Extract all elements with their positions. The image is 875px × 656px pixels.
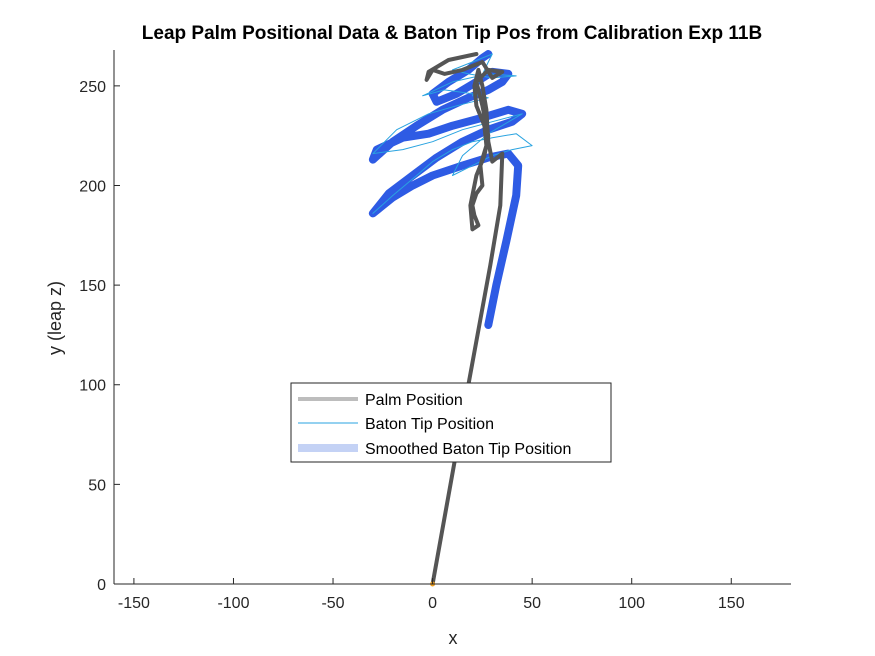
- chart-title: Leap Palm Positional Data & Baton Tip Po…: [142, 23, 762, 44]
- y-tick-label: 100: [79, 378, 106, 395]
- series-line-1: [424, 52, 505, 586]
- y-tick-label: 150: [79, 278, 106, 295]
- y-tick-label: 50: [88, 477, 106, 494]
- x-tick-label: -50: [321, 595, 344, 612]
- legend-label: Smoothed Baton Tip Position: [365, 441, 571, 458]
- x-tick-label: 0: [428, 595, 437, 612]
- legend-items: Palm Position Baton Tip Position Smoothed …: [298, 392, 571, 458]
- y-tick-label: 0: [97, 577, 106, 594]
- plot-area: -150 -100 -50 0 50 100 150 0 50 100 150 200 250: [79, 50, 791, 612]
- legend-item: Baton Tip Position: [298, 416, 494, 433]
- x-tick-label: 100: [618, 595, 645, 612]
- series-layer: [368, 50, 533, 587]
- x-tick-label: -150: [118, 595, 150, 612]
- x-tick-label: -100: [217, 595, 249, 612]
- y-tick-label: 200: [79, 178, 106, 195]
- x-axis-label: x: [449, 628, 458, 648]
- legend: Palm Position Baton Tip Position Smoothed …: [290, 382, 612, 463]
- x-tick-label: 150: [718, 595, 745, 612]
- axes-layer: -150 -100 -50 0 50 100 150 0 50 100 150 200 250: [79, 50, 791, 612]
- y-axis-label: y (leap z): [45, 281, 65, 355]
- legend-label: Baton Tip Position: [365, 416, 494, 433]
- y-tick-label: 250: [79, 79, 106, 96]
- legend-item: Palm Position: [298, 392, 463, 409]
- legend-item: Smoothed Baton Tip Position: [298, 441, 571, 458]
- x-tick-label: 50: [523, 595, 541, 612]
- legend-label: Palm Position: [365, 392, 463, 409]
